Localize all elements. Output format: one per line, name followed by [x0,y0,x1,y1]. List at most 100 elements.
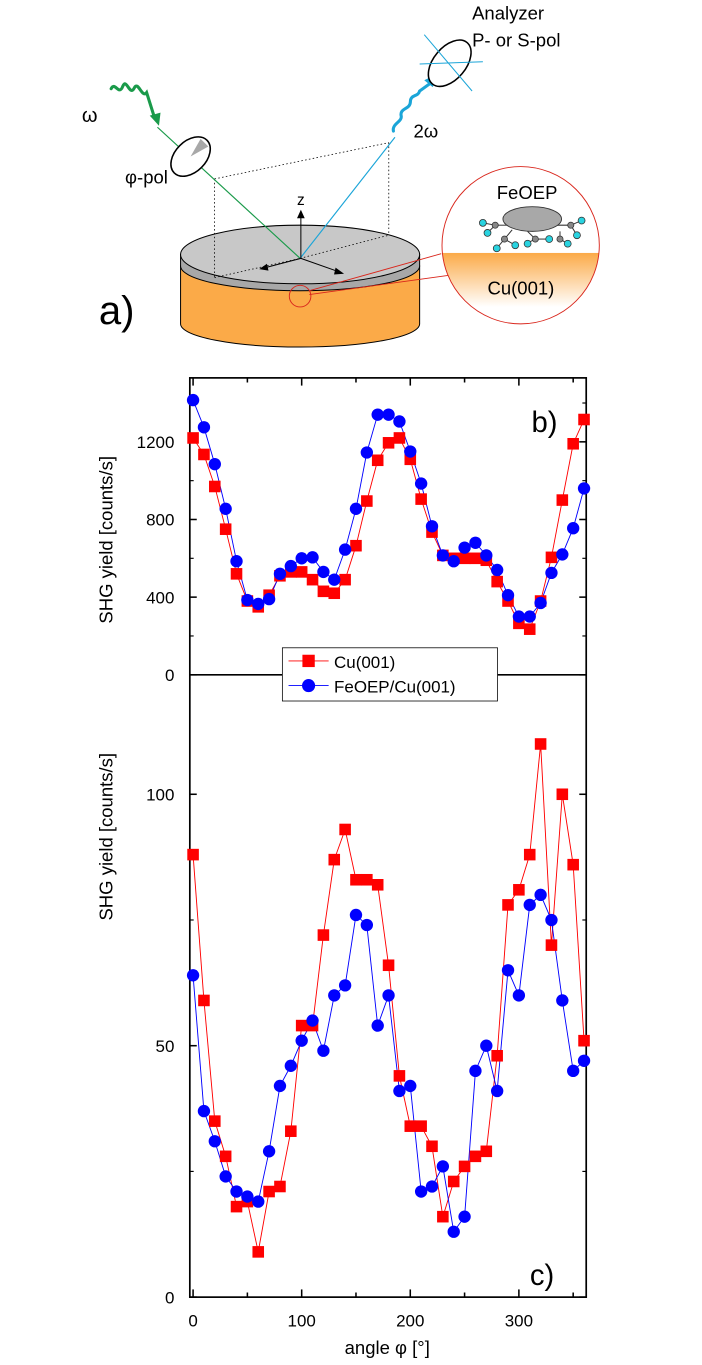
z-axis-label: z [297,192,305,209]
outgoing-beam [299,136,396,259]
data-point-b-cu-100 [295,566,308,578]
zoom-line-lower [309,274,450,296]
data-point-c-feoep-340 [556,994,569,1007]
x-tick-label-100: 100 [288,1311,316,1330]
data-point-b-cu-180 [382,437,395,449]
data-point-c-feoep-310 [523,898,536,912]
data-point-b-cu-30 [219,523,232,535]
data-point-c-feoep-280 [490,1084,504,1098]
sample-top-surface [180,224,421,285]
data-point-c-cu-180 [382,959,395,972]
data-point-b-cu-200 [404,453,417,466]
data-point-c-cu-270 [480,1145,493,1158]
data-point-c-feoep-210 [414,1185,428,1198]
data-point-b-feoep-330 [545,566,558,580]
data-point-c-feoep-270 [480,1039,493,1052]
data-point-b-cu-140 [339,573,351,586]
data-point-c-cu-320 [534,738,547,750]
data-point-b-cu-360 [578,413,590,426]
series-line-c-feoep [192,894,585,1233]
data-point-c-cu-40 [230,1200,243,1213]
data-point-b-feoep-340 [556,548,569,561]
analyzer-sub: P- or S-pol [472,29,560,50]
data-point-b-feoep-240 [447,555,460,568]
data-point-b-feoep-100 [295,552,308,565]
legend-cu-marker [302,654,315,668]
data-point-c-cu-200 [404,1120,417,1132]
data-point-c-cu-210 [415,1120,427,1132]
data-point-b-feoep-150 [349,502,363,515]
data-point-c-cu-80 [274,1180,286,1193]
data-point-c-feoep-70 [262,1145,276,1158]
data-point-c-feoep-30 [219,1170,232,1183]
data-point-c-feoep-120 [317,1044,330,1057]
data-point-c-feoep-170 [371,1019,384,1032]
data-point-b-feoep-130 [328,573,341,586]
data-point-c-feoep-160 [360,918,374,932]
y-axis-label-c: SHG yield [counts/s] [96,753,117,921]
two-omega-label: 2ω [413,120,438,141]
data-point-c-cu-150 [350,873,362,886]
data-point-c-feoep-330 [545,913,558,927]
data-point-c-feoep-320 [534,888,547,902]
omega-label: ω [82,105,98,127]
data-point-b-feoep-80 [273,567,287,581]
data-point-c-feoep-350 [567,1064,580,1078]
legend-feoep-label: FeOEP/Cu(001) [334,678,456,697]
data-point-b-feoep-290 [501,589,515,602]
plot-frame [188,377,588,1298]
data-point-b-feoep-360 [577,482,591,495]
data-point-c-cu-280 [491,1049,503,1062]
analyzer-title: Analyzer [472,2,544,23]
data-point-b-feoep-300 [512,610,526,623]
y-axis-label-b: SHG yield [counts/s] [96,456,117,624]
data-point-c-feoep-220 [425,1180,439,1193]
data-point-b-cu-40 [230,568,243,580]
x-axis-label: angle φ [°] [345,1337,430,1358]
data-point-c-feoep-60 [252,1195,265,1208]
data-point-c-feoep-150 [349,908,363,922]
coordinate-axes [259,209,345,275]
data-point-b-feoep-20 [208,457,221,471]
panel-b-label: b) [531,406,557,439]
data-point-b-feoep-120 [317,565,330,579]
data-point-c-feoep-360 [577,1054,591,1067]
data-point-c-feoep-40 [230,1185,243,1198]
data-point-b-feoep-200 [404,445,417,458]
data-point-c-cu-90 [285,1125,297,1137]
data-point-c-cu-20 [209,1115,221,1127]
data-point-b-feoep-190 [393,415,406,428]
panel-b-series [186,393,591,635]
legend: Cu(001) FeOEP/Cu(001) [281,647,498,702]
data-point-c-feoep-250 [458,1210,471,1223]
analyzer-axis-s [419,61,483,65]
data-point-b-feoep-270 [480,549,493,562]
experimental-schematic: ω 2ω φ-pol Analyzer P- or S-pol z FeOEP … [82,2,600,348]
feoep-molecule-icon [479,206,586,253]
data-point-c-cu-310 [523,848,536,861]
x-tick-label-200: 200 [396,1311,424,1330]
legend-cu-label: Cu(001) [334,653,395,672]
data-point-b-feoep-60 [252,597,265,611]
data-point-b-feoep-210 [414,477,428,490]
data-point-c-cu-220 [426,1140,438,1153]
data-point-b-feoep-0 [186,393,200,407]
data-point-c-cu-290 [502,899,514,911]
data-point-c-cu-170 [371,879,384,891]
data-point-b-feoep-320 [534,596,547,610]
data-point-c-feoep-90 [284,1059,297,1072]
data-point-c-cu-120 [317,929,330,941]
data-point-c-feoep-190 [393,1084,406,1098]
data-point-c-cu-130 [328,853,341,866]
data-point-b-cu-130 [328,587,341,600]
data-point-b-cu-250 [458,552,471,565]
panel-a-label: a) [99,289,135,333]
data-point-c-feoep-20 [208,1135,221,1148]
data-point-c-cu-160 [361,873,373,886]
y-tick-label-c-100: 100 [146,785,174,804]
data-point-b-feoep-50 [241,593,254,607]
incident-arrow-icon [149,112,161,126]
legend-feoep-marker [302,679,316,693]
panel-c-label: c) [530,1259,554,1292]
